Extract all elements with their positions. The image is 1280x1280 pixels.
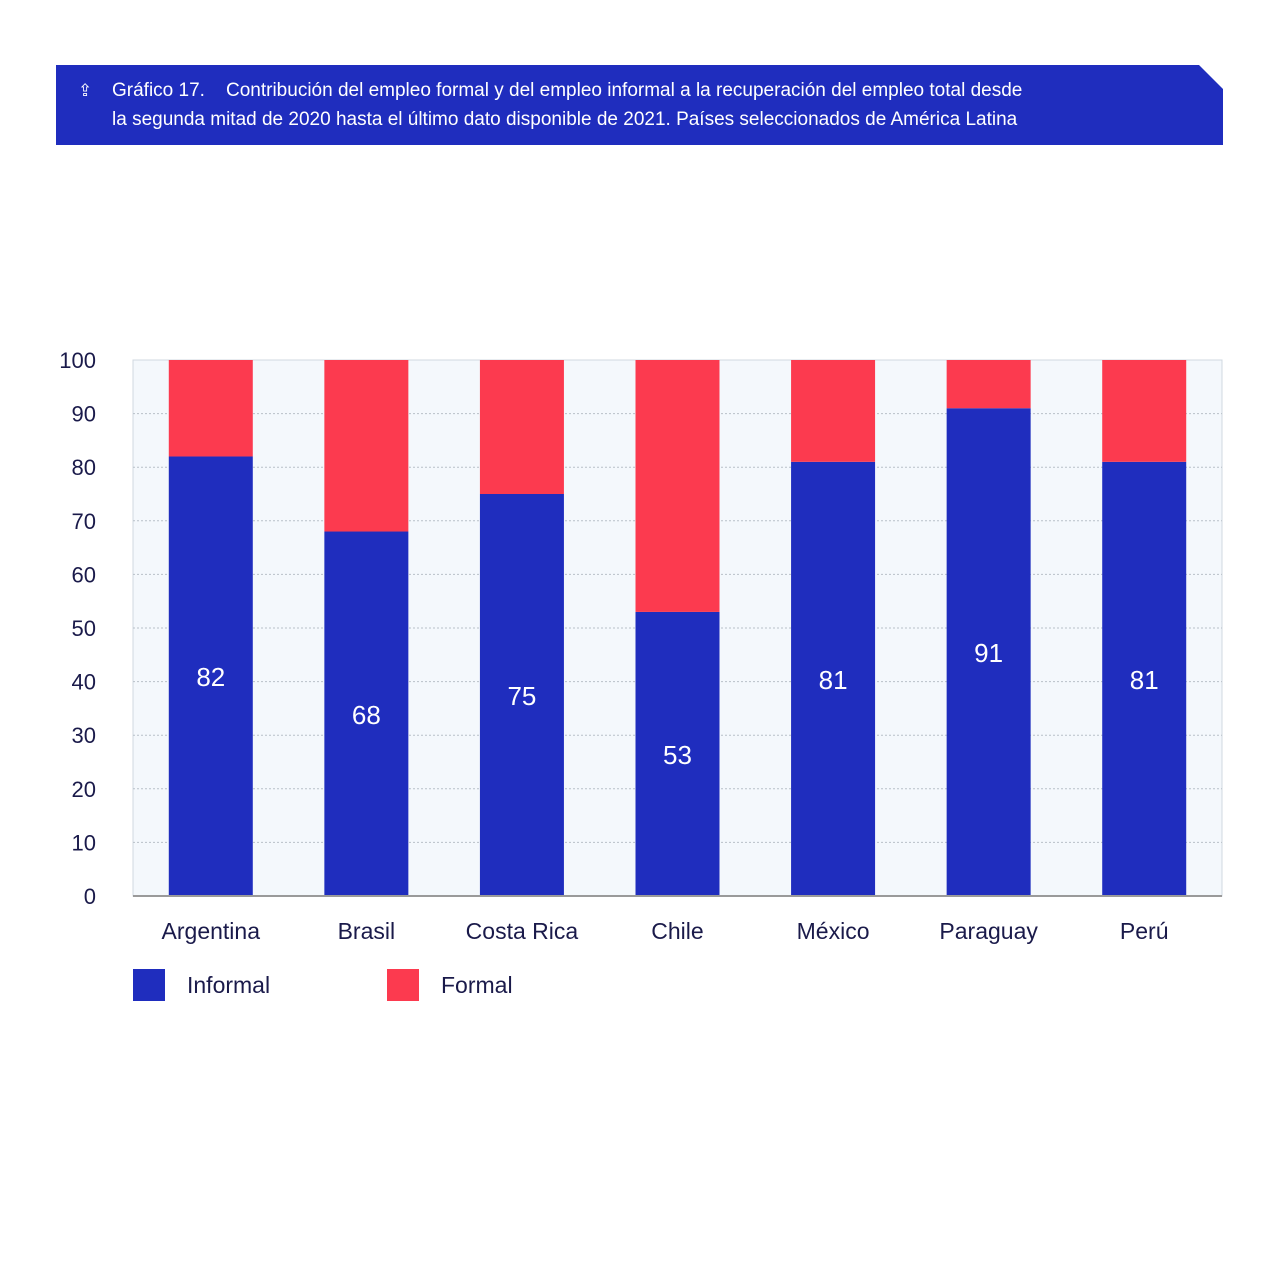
data-label: 68 <box>352 700 381 730</box>
chart-title-line2: la segunda mitad de 2020 hasta el último… <box>112 109 1018 130</box>
y-tick-label: 40 <box>72 670 96 695</box>
y-tick-label: 10 <box>72 830 96 855</box>
y-tick-label: 70 <box>72 509 96 534</box>
y-tick-label: 60 <box>72 562 96 587</box>
legend-swatch <box>387 969 419 1001</box>
data-label: 81 <box>819 665 848 695</box>
bar-informal <box>168 456 253 896</box>
bar-informal <box>946 408 1031 896</box>
x-tick-label: Argentina <box>162 918 261 944</box>
bar-formal <box>946 360 1031 409</box>
x-tick-label: Paraguay <box>939 918 1038 944</box>
y-tick-label: 90 <box>72 402 96 427</box>
bar-informal <box>479 494 564 896</box>
x-tick-label: Chile <box>651 918 703 944</box>
bar-formal <box>635 360 720 612</box>
y-tick-label: 100 <box>59 348 96 373</box>
chart-title-line1: Contribución del empleo formal y del emp… <box>226 80 1023 101</box>
bar-formal <box>791 360 876 462</box>
legend-label: Formal <box>441 972 513 998</box>
y-tick-label: 80 <box>72 455 96 480</box>
data-label: 53 <box>663 740 692 770</box>
up-arrow-icon[interactable]: ⇪ <box>78 81 93 100</box>
bar-formal <box>324 360 409 532</box>
bar-informal <box>1102 461 1187 896</box>
x-tick-label: Costa Rica <box>466 918 579 944</box>
legend-swatch <box>133 969 165 1001</box>
data-label: 75 <box>507 681 536 711</box>
bar-formal <box>479 360 564 494</box>
x-tick-label: Brasil <box>338 918 396 944</box>
data-label: 91 <box>974 638 1003 668</box>
legend-label: Informal <box>187 972 270 998</box>
y-tick-label: 0 <box>84 884 96 909</box>
chart-title-banner: ⇪ Gráfico 17. Contribución del empleo fo… <box>56 65 1223 145</box>
y-tick-label: 20 <box>72 777 96 802</box>
figure-number: Gráfico 17. <box>112 80 205 101</box>
data-label: 81 <box>1130 665 1159 695</box>
bar-formal <box>1102 360 1187 462</box>
bar-informal <box>324 531 409 896</box>
bar-informal <box>791 461 876 896</box>
bar-informal <box>635 611 720 896</box>
y-tick-label: 50 <box>72 616 96 641</box>
data-label: 82 <box>196 662 225 692</box>
x-tick-label: México <box>797 918 870 944</box>
y-tick-label: 30 <box>72 723 96 748</box>
x-tick-label: Perú <box>1120 918 1169 944</box>
bar-formal <box>168 360 253 457</box>
